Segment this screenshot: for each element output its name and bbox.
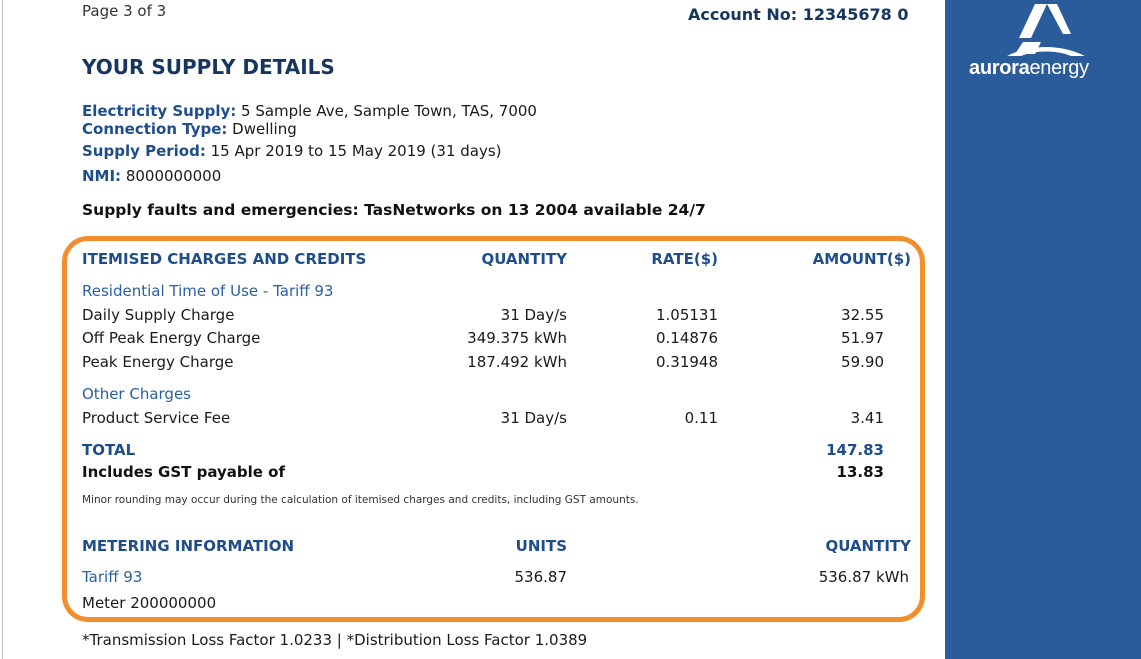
nmi-line: NMI: 8000000000 <box>82 167 222 185</box>
bill-page <box>0 0 945 659</box>
metering-header-units: UNITS <box>515 537 567 555</box>
gst-amount: 13.83 <box>836 463 884 481</box>
charge-row-amount: 59.90 <box>841 353 884 371</box>
charge-row-label: Daily Supply Charge <box>82 306 235 324</box>
metering-header-title: METERING INFORMATION <box>82 537 295 555</box>
total-amount: 147.83 <box>826 441 884 459</box>
charges-header-item: ITEMISED CHARGES AND CREDITS <box>82 250 367 268</box>
metering-header-quantity: QUANTITY <box>825 537 911 555</box>
charge-row-amount: 51.97 <box>841 329 884 347</box>
charges-header-rate: RATE($) <box>651 250 718 268</box>
aurora-logo-icon <box>1007 4 1085 56</box>
electricity-supply-line: Electricity Supply: 5 Sample Ave, Sample… <box>82 102 537 120</box>
charge-row-quantity: 31 Day/s <box>500 409 567 427</box>
charge-row-rate: 0.11 <box>684 409 718 427</box>
charge-row-amount: 32.55 <box>841 306 884 324</box>
charges-header-amount: AMOUNT($) <box>812 250 911 268</box>
supply-details-title: YOUR SUPPLY DETAILS <box>82 55 335 79</box>
charge-row-label: Peak Energy Charge <box>82 353 234 371</box>
charge-row-label: Product Service Fee <box>82 409 231 427</box>
charges-header-quantity: QUANTITY <box>481 250 567 268</box>
charge-row-amount: 3.41 <box>850 409 884 427</box>
charge-row-label: Off Peak Energy Charge <box>82 329 261 347</box>
charge-row-rate: 0.31948 <box>655 353 718 371</box>
page-edge <box>2 0 3 659</box>
account-number: Account No: 12345678 0 <box>688 5 909 24</box>
metering-units: 536.87 <box>514 568 568 586</box>
rounding-note: Minor rounding may occur during the calc… <box>82 494 639 506</box>
metering-quantity: 536.87 kWh <box>818 568 909 586</box>
loss-factor-footer: *Transmission Loss Factor 1.0233 | *Dist… <box>82 631 588 649</box>
brand-logo-text: auroraenergy <box>969 57 1089 79</box>
charge-row-rate: 1.05131 <box>655 306 718 324</box>
total-label: TOTAL <box>82 441 136 459</box>
metering-tariff: Tariff 93 <box>82 568 143 586</box>
brand-sidebar <box>945 0 1141 659</box>
page-number: Page 3 of 3 <box>82 2 167 20</box>
connection-type-line: Connection Type: Dwelling <box>82 120 297 138</box>
meter-number: Meter 200000000 <box>82 594 217 612</box>
supply-faults-notice: Supply faults and emergencies: TasNetwor… <box>82 201 706 219</box>
gst-label: Includes GST payable of <box>82 463 286 481</box>
charge-row-rate: 0.14876 <box>655 329 718 347</box>
charges-highlight-box <box>62 236 925 622</box>
supply-period-line: Supply Period: 15 Apr 2019 to 15 May 201… <box>82 142 502 160</box>
section-tariff-93: Residential Time of Use - Tariff 93 <box>82 282 334 300</box>
charge-row-quantity: 31 Day/s <box>500 306 567 324</box>
charge-row-quantity: 187.492 kWh <box>467 353 567 371</box>
section-other-charges: Other Charges <box>82 385 191 403</box>
charge-row-quantity: 349.375 kWh <box>467 329 567 347</box>
